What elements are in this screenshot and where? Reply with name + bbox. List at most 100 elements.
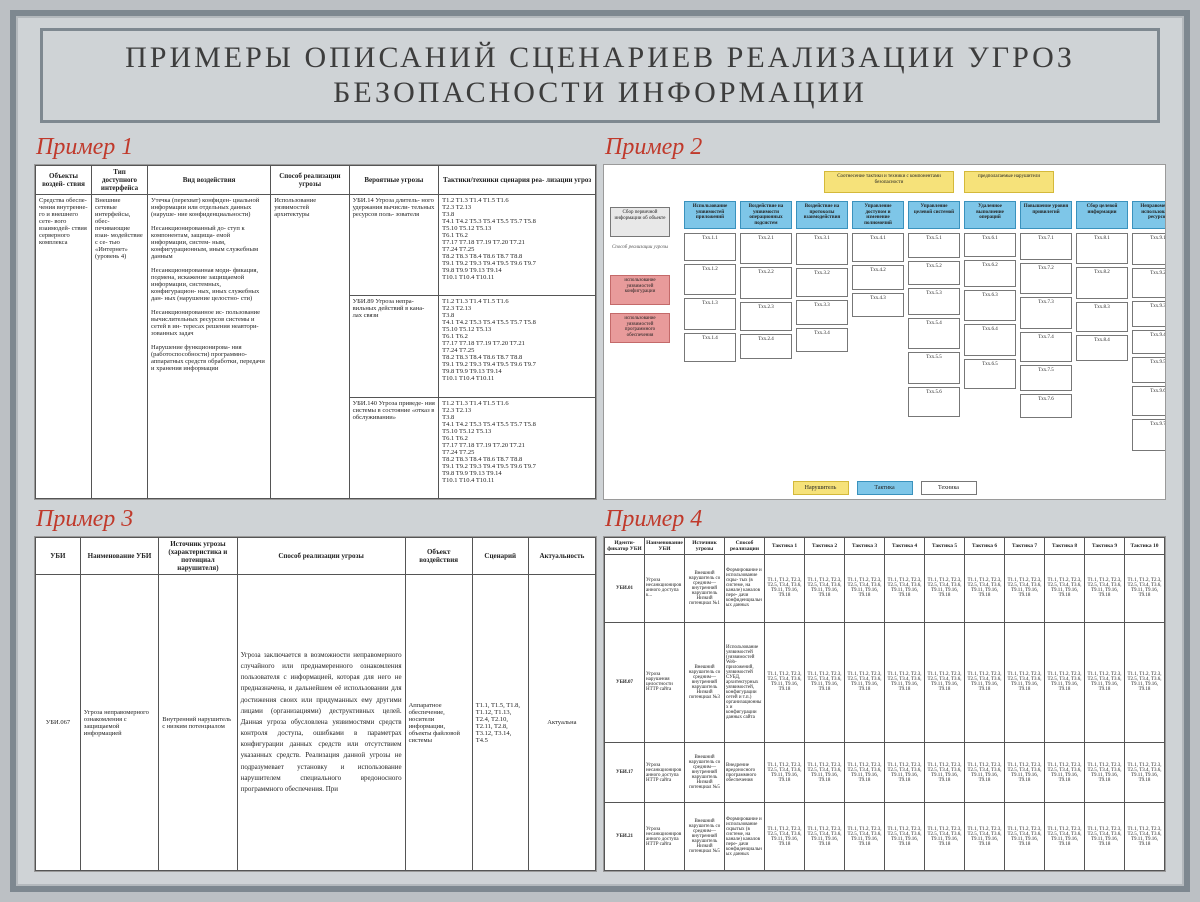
cell-tactic: T1.1, T1.2, T2.3, T2.5, T3.4, T3.6, T9.1…: [765, 743, 805, 803]
example-1-table: Объекты воздей- ствияТип доступного инте…: [35, 165, 596, 499]
cell-tactic: T1.1, T1.2, T2.3, T2.5, T3.4, T3.6, T9.1…: [1005, 803, 1045, 871]
page-title: ПРИМЕРЫ ОПИСАНИЙ СЦЕНАРИЕВ РЕАЛИЗАЦИИ УГ…: [57, 41, 1143, 110]
cell: Угроза несанкционированного доступа HTTP…: [645, 803, 685, 871]
cell-tactic: T1.1, T1.2, T2.3, T2.5, T3.4, T3.6, T9.1…: [845, 803, 885, 871]
example-4: Пример 4 Иденти- фикатор УБИНаименование…: [603, 506, 1166, 872]
col-header: Наименование УБИ: [80, 538, 158, 575]
col-header: Источник угрозы (характеристика и потенц…: [159, 538, 237, 575]
cell-tactic: T1.1, T1.2, T2.3, T2.5, T3.4, T3.6, T9.1…: [1045, 555, 1085, 623]
cell-tactic: T1.1, T1.2, T2.3, T2.5, T3.4, T3.6, T9.1…: [925, 803, 965, 871]
col-header: Тактика 2: [805, 538, 845, 555]
cell-tactic: T1.1, T1.2, T2.3, T2.5, T3.4, T3.6, T9.1…: [1125, 622, 1165, 742]
cell-id: УБИ.067: [36, 575, 81, 871]
flow-col-head: Удаленное выполнение операций: [964, 201, 1016, 229]
cell: Внедрение вредоносного программного обес…: [725, 743, 765, 803]
flow-cell: Txx.6.1: [964, 233, 1016, 257]
flow-col-head: Сбор целевой информации: [1076, 201, 1128, 229]
cell-objects: Средства обеспе- чения внутренне- го и в…: [36, 195, 92, 499]
cell-tactic: T1.1, T1.2, T2.3, T2.5, T3.4, T3.6, T9.1…: [965, 622, 1005, 742]
legend-c: Техника: [921, 481, 977, 495]
table-row: УБИ.01Угроза несанкционированного доступ…: [605, 555, 1165, 623]
cell: Внешний нарушитель со средним— внутренни…: [685, 622, 725, 742]
flow-left-grey: Сбор первичной информации об объекте: [610, 207, 670, 237]
example-1-panel: Объекты воздей- ствияТип доступного инте…: [34, 164, 597, 500]
example-4-table: Иденти- фикатор УБИНаименование УБИИсточ…: [604, 537, 1165, 871]
cell: УБИ.07: [605, 622, 645, 742]
cell-iface: Внешние сетевые интерфейсы, обес- печива…: [92, 195, 148, 499]
flow-cell: Txx.9.7: [1132, 419, 1166, 451]
cell-method: Использование уязвимостей архитектуры: [271, 195, 349, 499]
table-row: УБИ.07Угроза нарушения целостности HTTP …: [605, 622, 1165, 742]
flow-cell: Txx.9.2: [1132, 268, 1166, 298]
cell-tactic: T1.1, T1.2, T2.3, T2.5, T3.4, T3.6, T9.1…: [1085, 622, 1125, 742]
flow-cell: Txx.9.4: [1132, 330, 1166, 354]
example-3: Пример 3 УБИНаименование УБИИсточник угр…: [34, 506, 597, 872]
cell: Формирование и использование скрытых (в …: [725, 803, 765, 871]
flow-cell: Txx.5.6: [908, 387, 960, 417]
flow-cell: Txx.2.1: [740, 233, 792, 264]
flow-col-head: Воздействие на протоколы взаимодействия: [796, 201, 848, 229]
cell-obj: Аппаратное обеспечение, носители информа…: [405, 575, 472, 871]
col-header: Сценарий: [472, 538, 528, 575]
flow-cell: Txx.2.3: [740, 302, 792, 331]
flow-cell: Txx.2.2: [740, 267, 792, 299]
flow-cell: Txx.9.3: [1132, 301, 1166, 327]
legend-a: Нарушитель: [793, 481, 849, 495]
flow-cell: Txx.6.5: [964, 359, 1016, 389]
flow-left-pink-b: использование уязвимостей программного о…: [610, 313, 670, 343]
flow-cell: Txx.9.6: [1132, 386, 1166, 416]
cell-way: Угроза заключается в возможности неправо…: [237, 575, 405, 871]
cell-tactic: T1.1, T1.2, T2.3, T2.5, T3.4, T3.6, T9.1…: [1005, 622, 1045, 742]
col-header: Способ реализации: [725, 538, 765, 555]
cell-tactic: T1.1, T1.2, T2.3, T2.5, T3.4, T3.6, T9.1…: [1085, 743, 1125, 803]
table-row: Средства обеспе- чения внутренне- го и в…: [36, 195, 596, 296]
cell-src: Внутренний нарушитель с низким потенциал…: [159, 575, 237, 871]
example-2-label: Пример 2: [605, 134, 1166, 161]
example-1-label: Пример 1: [36, 134, 597, 161]
flow-col-head: Неправомерное использование ресурсов: [1132, 201, 1166, 229]
flow-cell: Txx.5.3: [908, 288, 960, 315]
flow-cell: Txx.2.4: [740, 334, 792, 359]
flow-cell: Txx.6.4: [964, 324, 1016, 356]
cell-tactic: T1.1, T1.2, T2.3, T2.5, T3.4, T3.6, T9.1…: [1005, 555, 1045, 623]
cell-tactic: T1.1, T1.2, T2.3, T2.5, T3.4, T3.6, T9.1…: [965, 555, 1005, 623]
cell-tactic: T1.1, T1.2, T2.3, T2.5, T3.4, T3.6, T9.1…: [1045, 622, 1085, 742]
flow-cell: Txx.5.5: [908, 352, 960, 384]
flow-col-head: Повышение уровня привилегий: [1020, 201, 1072, 229]
cell: УБИ.01: [605, 555, 645, 623]
col-header: Тактика 9: [1085, 538, 1125, 555]
flow-cell: Txx.1.1: [684, 233, 736, 261]
col-header: Тип доступного интерфейса: [92, 166, 148, 195]
table-row: УБИ.21Угроза несанкционированного доступ…: [605, 803, 1165, 871]
col-header: Тактика 7: [1005, 538, 1045, 555]
cell-tactics: T1.2 T1.3 T1.4 T1.5 T1.6 T2.3 T2.13 T3.8…: [439, 397, 596, 498]
cell-tactics: T1.2 T1.3 T1.4 T1.5 T1.6 T2.3 T2.13 T3.8…: [439, 296, 596, 397]
cell-tactic: T1.1, T1.2, T2.3, T2.5, T3.4, T3.6, T9.1…: [885, 743, 925, 803]
col-header: Вид воздействия: [148, 166, 271, 195]
cell-tactic: T1.1, T1.2, T2.3, T2.5, T3.4, T3.6, T9.1…: [1125, 803, 1165, 871]
flow-left-label: Способ реализации угрозы: [610, 245, 670, 250]
flow-cell: Txx.1.3: [684, 298, 736, 330]
flow-cell: Txx.5.4: [908, 318, 960, 349]
title-box: ПРИМЕРЫ ОПИСАНИЙ СЦЕНАРИЕВ РЕАЛИЗАЦИИ УГ…: [40, 28, 1160, 123]
flow-col-head: Воздействие на уязвимости операционных п…: [740, 201, 792, 229]
table-row: УБИ.17Угроза несанкционированного доступ…: [605, 743, 1165, 803]
cell: УБИ.21: [605, 803, 645, 871]
flow-cell: Txx.7.2: [1020, 263, 1072, 294]
cell-tactic: T1.1, T1.2, T2.3, T2.5, T3.4, T3.6, T9.1…: [1045, 803, 1085, 871]
flow-cell: Txx.5.2: [908, 261, 960, 285]
col-header: Тактика 5: [925, 538, 965, 555]
col-header: Иденти- фикатор УБИ: [605, 538, 645, 555]
slide: ПРИМЕРЫ ОПИСАНИЙ СЦЕНАРИЕВ РЕАЛИЗАЦИИ УГ…: [10, 10, 1190, 892]
table-head: УБИНаименование УБИИсточник угрозы (хара…: [36, 538, 596, 575]
col-header: Вероятные угрозы: [349, 166, 439, 195]
flow-cell: Txx.3.1: [796, 233, 848, 265]
col-header: Наименование УБИ: [645, 538, 685, 555]
flow-cell: Txx.4.3: [852, 293, 904, 317]
flow-col-head: Управление доступом и изменение полномоч…: [852, 201, 904, 229]
cell-tactic: T1.1, T1.2, T2.3, T2.5, T3.4, T3.6, T9.1…: [845, 555, 885, 623]
cell-tactic: T1.1, T1.2, T2.3, T2.5, T3.4, T3.6, T9.1…: [925, 555, 965, 623]
cell-tactic: T1.1, T1.2, T2.3, T2.5, T3.4, T3.6, T9.1…: [1125, 555, 1165, 623]
flow-cell: Txx.8.3: [1076, 302, 1128, 332]
example-4-panel: Иденти- фикатор УБИНаименование УБИИсточ…: [603, 536, 1166, 872]
